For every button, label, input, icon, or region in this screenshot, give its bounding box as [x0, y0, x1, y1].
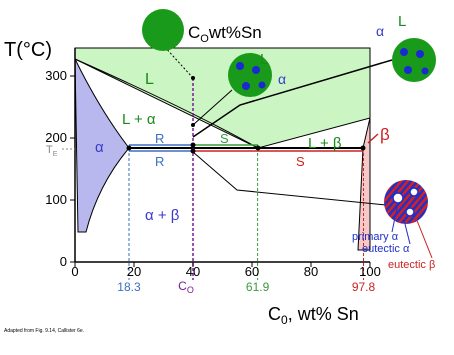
grain: [421, 67, 429, 75]
grain: [409, 187, 419, 197]
x-tick-label: 100: [359, 264, 381, 279]
caption: Adapted from Fig. 9.14, Callister 6e.: [4, 328, 84, 334]
y-tick-label: 200: [45, 130, 67, 145]
micro-label: eutectic α: [362, 243, 410, 255]
pointer: [192, 151, 387, 206]
arrow: [367, 133, 379, 144]
x-tick-label: 20: [127, 264, 141, 279]
point: [191, 76, 195, 80]
x-tick-label: 60: [245, 264, 259, 279]
point: [191, 123, 195, 127]
region-label: L: [145, 71, 154, 88]
composition-label: 18.3: [117, 280, 141, 294]
micro-eutectic: [384, 180, 428, 224]
arrow: [415, 217, 433, 259]
micro-l-alpha-2: [392, 38, 436, 82]
x-tick-label: 0: [71, 264, 78, 279]
y-tick-label: 300: [45, 68, 67, 83]
point: [360, 145, 366, 151]
tie-label: R: [155, 131, 164, 146]
micro-label: primary α: [352, 231, 399, 243]
micro-label: eutectic β: [388, 259, 435, 271]
x-tick-label: 40: [186, 264, 200, 279]
grain: [252, 66, 260, 74]
region-label: α + β: [145, 207, 180, 224]
grain: [405, 207, 415, 217]
te-label: TE: [46, 144, 58, 158]
region-label: L + β: [308, 135, 342, 152]
micro-liquid: [142, 9, 184, 51]
micro-label: L: [398, 13, 406, 30]
y-tick-label: 0: [60, 254, 67, 269]
tie-label: R: [155, 154, 164, 169]
grain: [416, 50, 424, 58]
micro-label: L: [260, 51, 268, 68]
region-label: β: [380, 125, 390, 144]
y-axis-label: T(°C): [4, 39, 52, 61]
pointer: [192, 89, 233, 126]
grain: [242, 82, 250, 90]
grain: [258, 81, 266, 89]
tie-label: S: [220, 131, 229, 146]
x-tick-label: 80: [304, 264, 318, 279]
tie-label: S: [296, 154, 305, 169]
grain: [404, 66, 412, 74]
micro-label: α: [376, 23, 384, 39]
region-label: L + α: [122, 111, 156, 128]
point: [190, 148, 196, 154]
x-axis-label: C0, wt% Sn: [268, 304, 359, 327]
circle-label: COwt%Sn: [188, 23, 262, 45]
grain: [236, 62, 244, 70]
pointer: [162, 44, 194, 79]
arrow: [403, 219, 411, 245]
composition-label: 61.9: [246, 280, 270, 294]
co-label: CO: [178, 279, 194, 295]
arrow: [391, 202, 399, 233]
point: [190, 142, 196, 148]
composition-label: 97.8: [352, 280, 376, 294]
y-tick-label: 100: [45, 192, 67, 207]
point: [126, 145, 132, 151]
micro-label: α: [278, 71, 286, 87]
grain: [400, 48, 408, 56]
liquidus-left: [74, 58, 259, 149]
grain: [392, 192, 404, 204]
point: [255, 145, 261, 151]
pointer: [192, 59, 393, 138]
region-label: α: [95, 139, 104, 156]
